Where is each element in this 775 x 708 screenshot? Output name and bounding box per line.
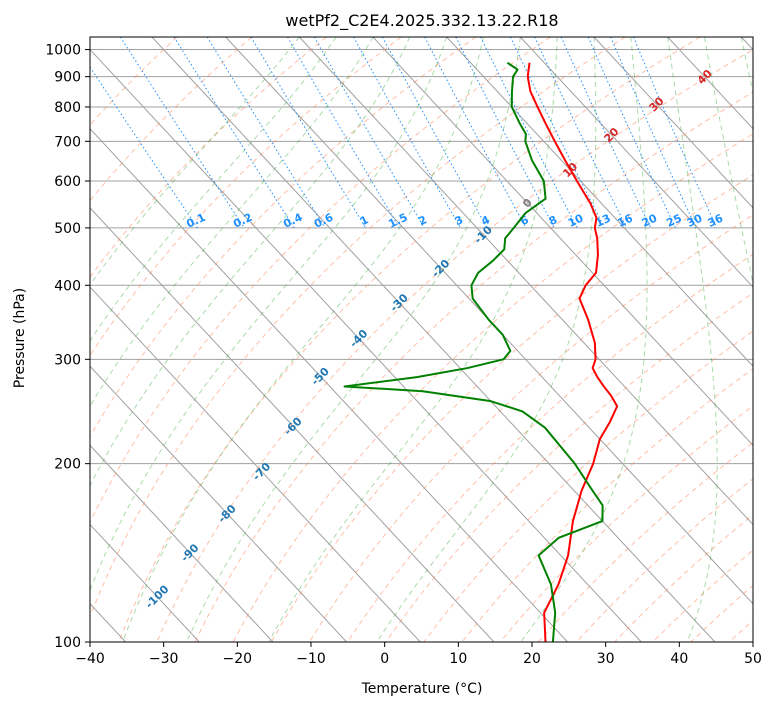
- dry-adiabat-line: [118, 37, 701, 642]
- isotherm-line: [90, 444, 274, 642]
- mixing-ratio-line: [119, 37, 245, 229]
- line-labels: 0.1 0.2 0.4 0.6 1 1.5 2 3 4 6 8 10 13 16 20 25 30 36-100-…: [143, 67, 726, 611]
- mixing-ratio-line: [480, 37, 578, 229]
- mixing-ratio-label: 1: [358, 213, 370, 228]
- mixing-ratio-line: [173, 37, 295, 229]
- moist-adiabat-line: [667, 37, 718, 642]
- isotherm-line: [372, 37, 753, 447]
- dry-adiabat-line: [90, 37, 551, 524]
- mixing-ratio-line: [206, 37, 326, 229]
- moist-adiabat-line: [520, 37, 648, 642]
- mixing-ratio-label: 20: [640, 211, 660, 229]
- mixing-ratio-line: [509, 37, 605, 229]
- y-tick-label: 500: [54, 221, 81, 237]
- y-tick-label: 700: [54, 134, 81, 150]
- dry-adiabat-line: [156, 48, 753, 642]
- x-tick-label: 40: [670, 651, 688, 667]
- y-axis-label: Pressure (hPa): [12, 288, 28, 388]
- isotherm-line: [593, 37, 753, 209]
- mixing-ratio-label: 36: [706, 211, 726, 229]
- moist-adiabat-line: [268, 37, 558, 642]
- mixing-ratio-label: 25: [664, 212, 683, 230]
- y-tick-label: 1000: [45, 43, 81, 59]
- isotherm-line: [90, 207, 495, 642]
- y-tick-label: 600: [54, 174, 81, 190]
- isotherm-line: [446, 37, 753, 367]
- dry-adiabat-line: [90, 37, 626, 618]
- isotherm-line: [740, 37, 753, 51]
- moist-adiabat-line: [90, 37, 374, 408]
- y-tick-label: 100: [54, 635, 81, 651]
- x-tick-label: 30: [597, 651, 615, 667]
- mixing-ratio-line: [633, 37, 718, 229]
- moist-adiabat-line: [90, 37, 337, 342]
- x-tick-label: −10: [296, 651, 326, 667]
- y-tick-label: 200: [54, 457, 81, 473]
- mixing-ratio-label: 13: [593, 212, 612, 230]
- axes: −40 −30 −20 −10 0 10 20 30 40 50 100 200 300 400 500 60…: [45, 43, 762, 667]
- isotherm-line: [90, 365, 347, 642]
- dry-adiabat-line: [347, 253, 753, 642]
- y-tick-label: 900: [54, 70, 81, 86]
- moist-adiabat-line: [90, 37, 448, 592]
- mixing-ratio-line: [424, 37, 527, 229]
- y-tick-label: 400: [54, 278, 81, 294]
- moist-adiabat-line: [376, 37, 597, 642]
- x-axis-label: Temperature (°C): [361, 681, 483, 697]
- isotherm-line: [519, 37, 753, 288]
- mixing-ratio-line: [587, 37, 677, 229]
- isotherm-line: [151, 37, 716, 642]
- y-tick-label: 300: [54, 352, 81, 368]
- mixing-ratio-line: [610, 37, 697, 229]
- isotherm-line: [90, 48, 642, 642]
- mixing-ratio-label: 3: [453, 213, 465, 228]
- dry-adiabat-line: [576, 478, 753, 642]
- dry-adiabat-line: [90, 37, 402, 357]
- x-tick-label: 20: [523, 651, 541, 667]
- plot-frame: [89, 36, 754, 643]
- x-tick-label: 0: [380, 651, 389, 667]
- isotherm-line: [90, 127, 568, 642]
- isotherm-line: [90, 286, 421, 642]
- moist-adiabat-line: [122, 37, 484, 642]
- dry-adiabat-line: [652, 549, 753, 642]
- dry-adiabat-line: [767, 37, 775, 642]
- dry-adiabat-line: [194, 91, 753, 642]
- x-tick-label: −40: [75, 651, 105, 667]
- moist-adiabat-line: [186, 37, 521, 642]
- chart-title: wetPf2_C2E4.2025.332.13.22.R18: [285, 11, 558, 31]
- x-tick-label: −30: [149, 651, 179, 667]
- dry-adiabat-line: [90, 37, 477, 438]
- mixing-ratio-label: 30: [685, 211, 705, 229]
- mixing-ratio-line: [250, 37, 367, 229]
- dry-adiabat-line: [423, 330, 753, 642]
- dewpoint-profile: [343, 61, 604, 642]
- mixing-ratio-line: [382, 37, 488, 229]
- dry-adiabat-line: [537, 441, 753, 642]
- mixing-ratio-label: 16: [615, 211, 635, 229]
- mixing-ratio-line: [90, 66, 198, 229]
- mixing-ratio-line: [287, 37, 400, 229]
- temperature-profile: [526, 62, 619, 642]
- mixing-ratio-label: 10: [566, 211, 586, 229]
- isotherm-line: [225, 37, 753, 605]
- moist-adiabat-line: [90, 37, 411, 487]
- moist-adiabat-line: [703, 37, 753, 286]
- dry-adiabat-line: [90, 37, 253, 202]
- y-tick-label: 800: [54, 100, 81, 116]
- x-tick-label: −20: [223, 651, 253, 667]
- profile-lines: [343, 61, 619, 642]
- x-tick-label: 50: [744, 651, 762, 667]
- mixing-ratio-line: [353, 37, 461, 229]
- moist-adiabat-line: [90, 37, 300, 286]
- background-lines: [90, 37, 775, 642]
- isotherm-line: [90, 523, 200, 642]
- x-tick-label: 10: [449, 651, 467, 667]
- mixing-ratio-label: 2: [417, 213, 429, 228]
- dry-adiabat-line: [308, 214, 753, 642]
- moist-adiabat-line: [740, 37, 753, 95]
